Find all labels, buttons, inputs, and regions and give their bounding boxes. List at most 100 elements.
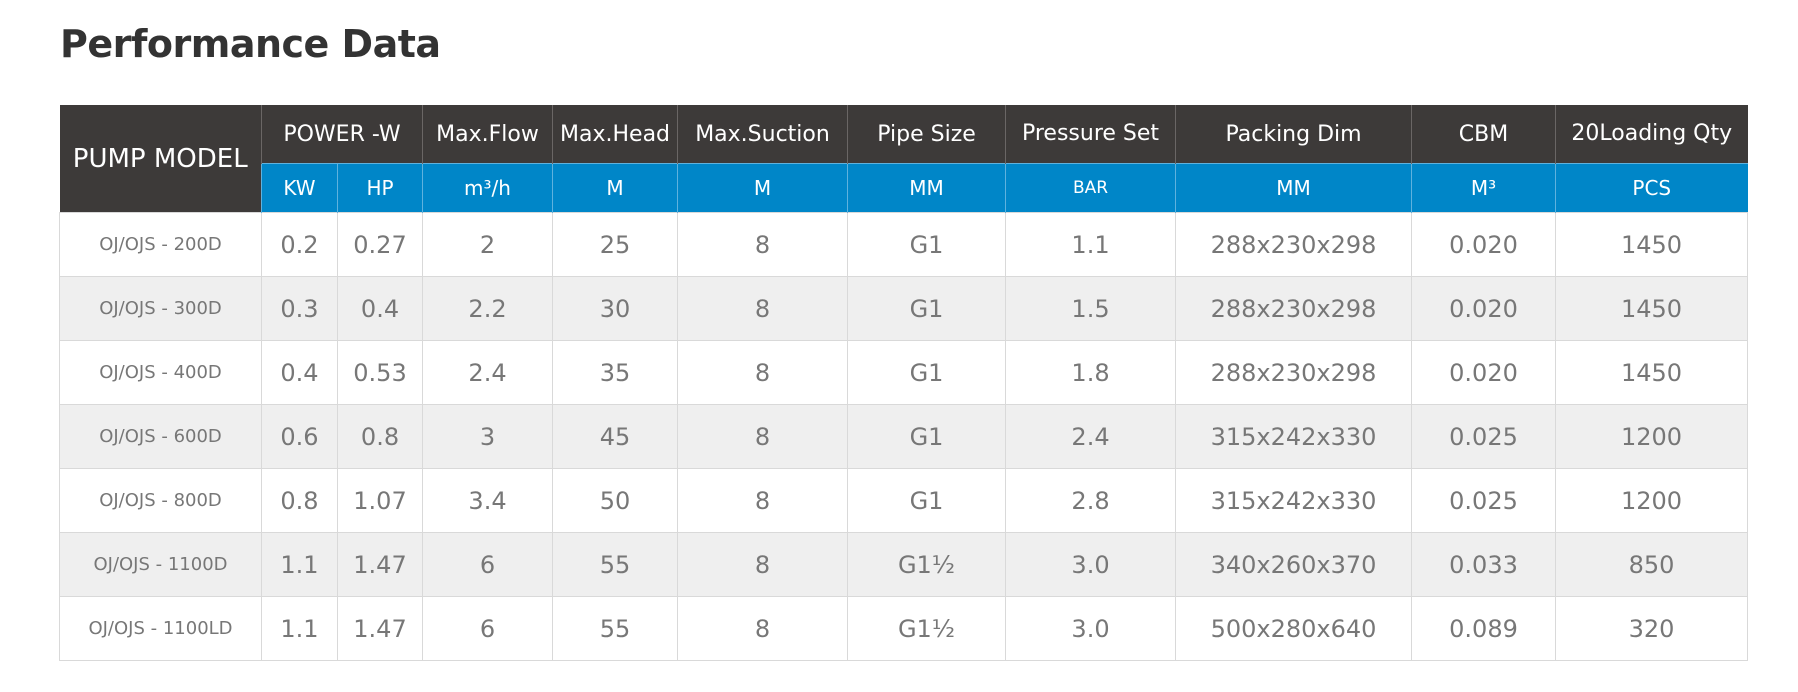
unit-head: M xyxy=(552,163,678,213)
cell-model: OJ/OJS - 1100LD xyxy=(59,596,262,661)
table-row: OJ/OJS - 800D 0.8 1.07 3.4 50 8 G1 2.8 3… xyxy=(59,468,1749,533)
cell-pipe: G1 xyxy=(847,404,1007,469)
cell-qty: 1450 xyxy=(1555,276,1749,341)
table-row: OJ/OJS - 1100LD 1.1 1.47 6 55 8 G1½ 3.0 … xyxy=(59,596,1749,661)
cell-hp: 1.47 xyxy=(336,596,424,661)
cell-suction: 8 xyxy=(677,212,849,277)
cell-suction: 8 xyxy=(677,276,849,341)
cell-pipe: G1½ xyxy=(847,532,1007,597)
cell-cbm: 0.020 xyxy=(1411,276,1557,341)
cell-packing: 315x242x330 xyxy=(1175,404,1413,469)
unit-pressure: BAR xyxy=(1005,163,1176,213)
cell-pressure: 2.4 xyxy=(1005,404,1177,469)
header-packing-dim: Packing Dim xyxy=(1175,105,1412,164)
cell-kw: 1.1 xyxy=(261,596,338,661)
cell-qty: 1200 xyxy=(1555,404,1749,469)
cell-hp: 0.8 xyxy=(336,404,424,469)
cell-flow: 2.4 xyxy=(422,340,554,405)
cell-head: 25 xyxy=(552,212,679,277)
cell-pipe: G1 xyxy=(847,340,1007,405)
cell-packing: 288x230x298 xyxy=(1175,212,1413,277)
header-pump-model: PUMP MODEL xyxy=(59,105,262,213)
cell-kw: 1.1 xyxy=(261,532,338,597)
cell-hp: 0.4 xyxy=(336,276,424,341)
cell-pipe: G1 xyxy=(847,468,1007,533)
unit-pipe: MM xyxy=(847,163,1006,213)
table-header: PUMP MODEL POWER -W Max.Flow Max.Head Ma… xyxy=(59,105,1748,213)
performance-table: PUMP MODEL POWER -W Max.Flow Max.Head Ma… xyxy=(59,105,1749,661)
cell-suction: 8 xyxy=(677,596,849,661)
header-pressure-set: Pressure Set xyxy=(1005,105,1176,164)
cell-hp: 0.27 xyxy=(336,212,424,277)
header-max-flow: Max.Flow xyxy=(422,105,553,164)
header-row-units: KW HP m³/h M M MM BAR MM M³ PCS xyxy=(60,163,1748,213)
cell-head: 50 xyxy=(552,468,679,533)
cell-suction: 8 xyxy=(677,468,849,533)
cell-model: OJ/OJS - 400D xyxy=(59,340,262,405)
cell-head: 35 xyxy=(552,340,679,405)
cell-pressure: 3.0 xyxy=(1005,596,1177,661)
cell-qty: 1200 xyxy=(1555,468,1749,533)
cell-model: OJ/OJS - 1100D xyxy=(59,532,262,597)
cell-hp: 1.07 xyxy=(336,468,424,533)
cell-qty: 1450 xyxy=(1555,340,1749,405)
unit-packing: MM xyxy=(1175,163,1412,213)
cell-kw: 0.2 xyxy=(261,212,338,277)
unit-qty: PCS xyxy=(1555,163,1748,213)
unit-hp: HP xyxy=(336,163,423,213)
cell-hp: 1.47 xyxy=(336,532,424,597)
unit-cbm: M³ xyxy=(1411,163,1556,213)
cell-head: 30 xyxy=(552,276,679,341)
cell-model: OJ/OJS - 600D xyxy=(59,404,262,469)
unit-suction: M xyxy=(677,163,848,213)
cell-pressure: 3.0 xyxy=(1005,532,1177,597)
table-row: OJ/OJS - 400D 0.4 0.53 2.4 35 8 G1 1.8 2… xyxy=(59,340,1749,405)
header-power: POWER -W xyxy=(260,105,423,164)
cell-pressure: 2.8 xyxy=(1005,468,1177,533)
cell-flow: 2.2 xyxy=(422,276,554,341)
cell-kw: 0.6 xyxy=(261,404,338,469)
header-loading-qty: 20Loading Qty xyxy=(1555,105,1748,164)
cell-pipe: G1½ xyxy=(847,596,1007,661)
cell-qty: 1450 xyxy=(1555,212,1749,277)
page-title: Performance Data xyxy=(60,22,441,66)
table-body: OJ/OJS - 200D 0.2 0.27 2 25 8 G1 1.1 288… xyxy=(59,212,1749,661)
cell-head: 55 xyxy=(552,596,679,661)
cell-packing: 500x280x640 xyxy=(1175,596,1413,661)
cell-packing: 315x242x330 xyxy=(1175,468,1413,533)
cell-suction: 8 xyxy=(677,532,849,597)
cell-kw: 0.4 xyxy=(261,340,338,405)
header-cbm: CBM xyxy=(1411,105,1556,164)
cell-flow: 3 xyxy=(422,404,554,469)
cell-suction: 8 xyxy=(677,404,849,469)
cell-pressure: 1.1 xyxy=(1005,212,1177,277)
table-row: OJ/OJS - 200D 0.2 0.27 2 25 8 G1 1.1 288… xyxy=(59,212,1749,277)
cell-pipe: G1 xyxy=(847,276,1007,341)
cell-model: OJ/OJS - 800D xyxy=(59,468,262,533)
cell-cbm: 0.025 xyxy=(1411,404,1557,469)
cell-hp: 0.53 xyxy=(336,340,424,405)
table-row: OJ/OJS - 300D 0.3 0.4 2.2 30 8 G1 1.5 28… xyxy=(59,276,1749,341)
cell-model: OJ/OJS - 200D xyxy=(59,212,262,277)
cell-cbm: 0.020 xyxy=(1411,212,1557,277)
cell-pressure: 1.8 xyxy=(1005,340,1177,405)
header-row-labels: PUMP MODEL POWER -W Max.Flow Max.Head Ma… xyxy=(59,105,1748,213)
cell-cbm: 0.089 xyxy=(1411,596,1557,661)
cell-pressure: 1.5 xyxy=(1005,276,1177,341)
cell-packing: 288x230x298 xyxy=(1175,340,1413,405)
cell-qty: 850 xyxy=(1555,532,1749,597)
unit-kw: KW xyxy=(261,163,338,213)
cell-cbm: 0.020 xyxy=(1411,340,1557,405)
cell-kw: 0.3 xyxy=(261,276,338,341)
cell-flow: 2 xyxy=(422,212,554,277)
cell-head: 45 xyxy=(552,404,679,469)
cell-cbm: 0.033 xyxy=(1411,532,1557,597)
header-max-suction: Max.Suction xyxy=(677,105,848,164)
cell-head: 55 xyxy=(552,532,679,597)
cell-model: OJ/OJS - 300D xyxy=(59,276,262,341)
header-pipe-size: Pipe Size xyxy=(847,105,1006,164)
header-max-head: Max.Head xyxy=(552,105,678,164)
cell-kw: 0.8 xyxy=(261,468,338,533)
cell-flow: 6 xyxy=(422,596,554,661)
table-row: OJ/OJS - 1100D 1.1 1.47 6 55 8 G1½ 3.0 3… xyxy=(59,532,1749,597)
